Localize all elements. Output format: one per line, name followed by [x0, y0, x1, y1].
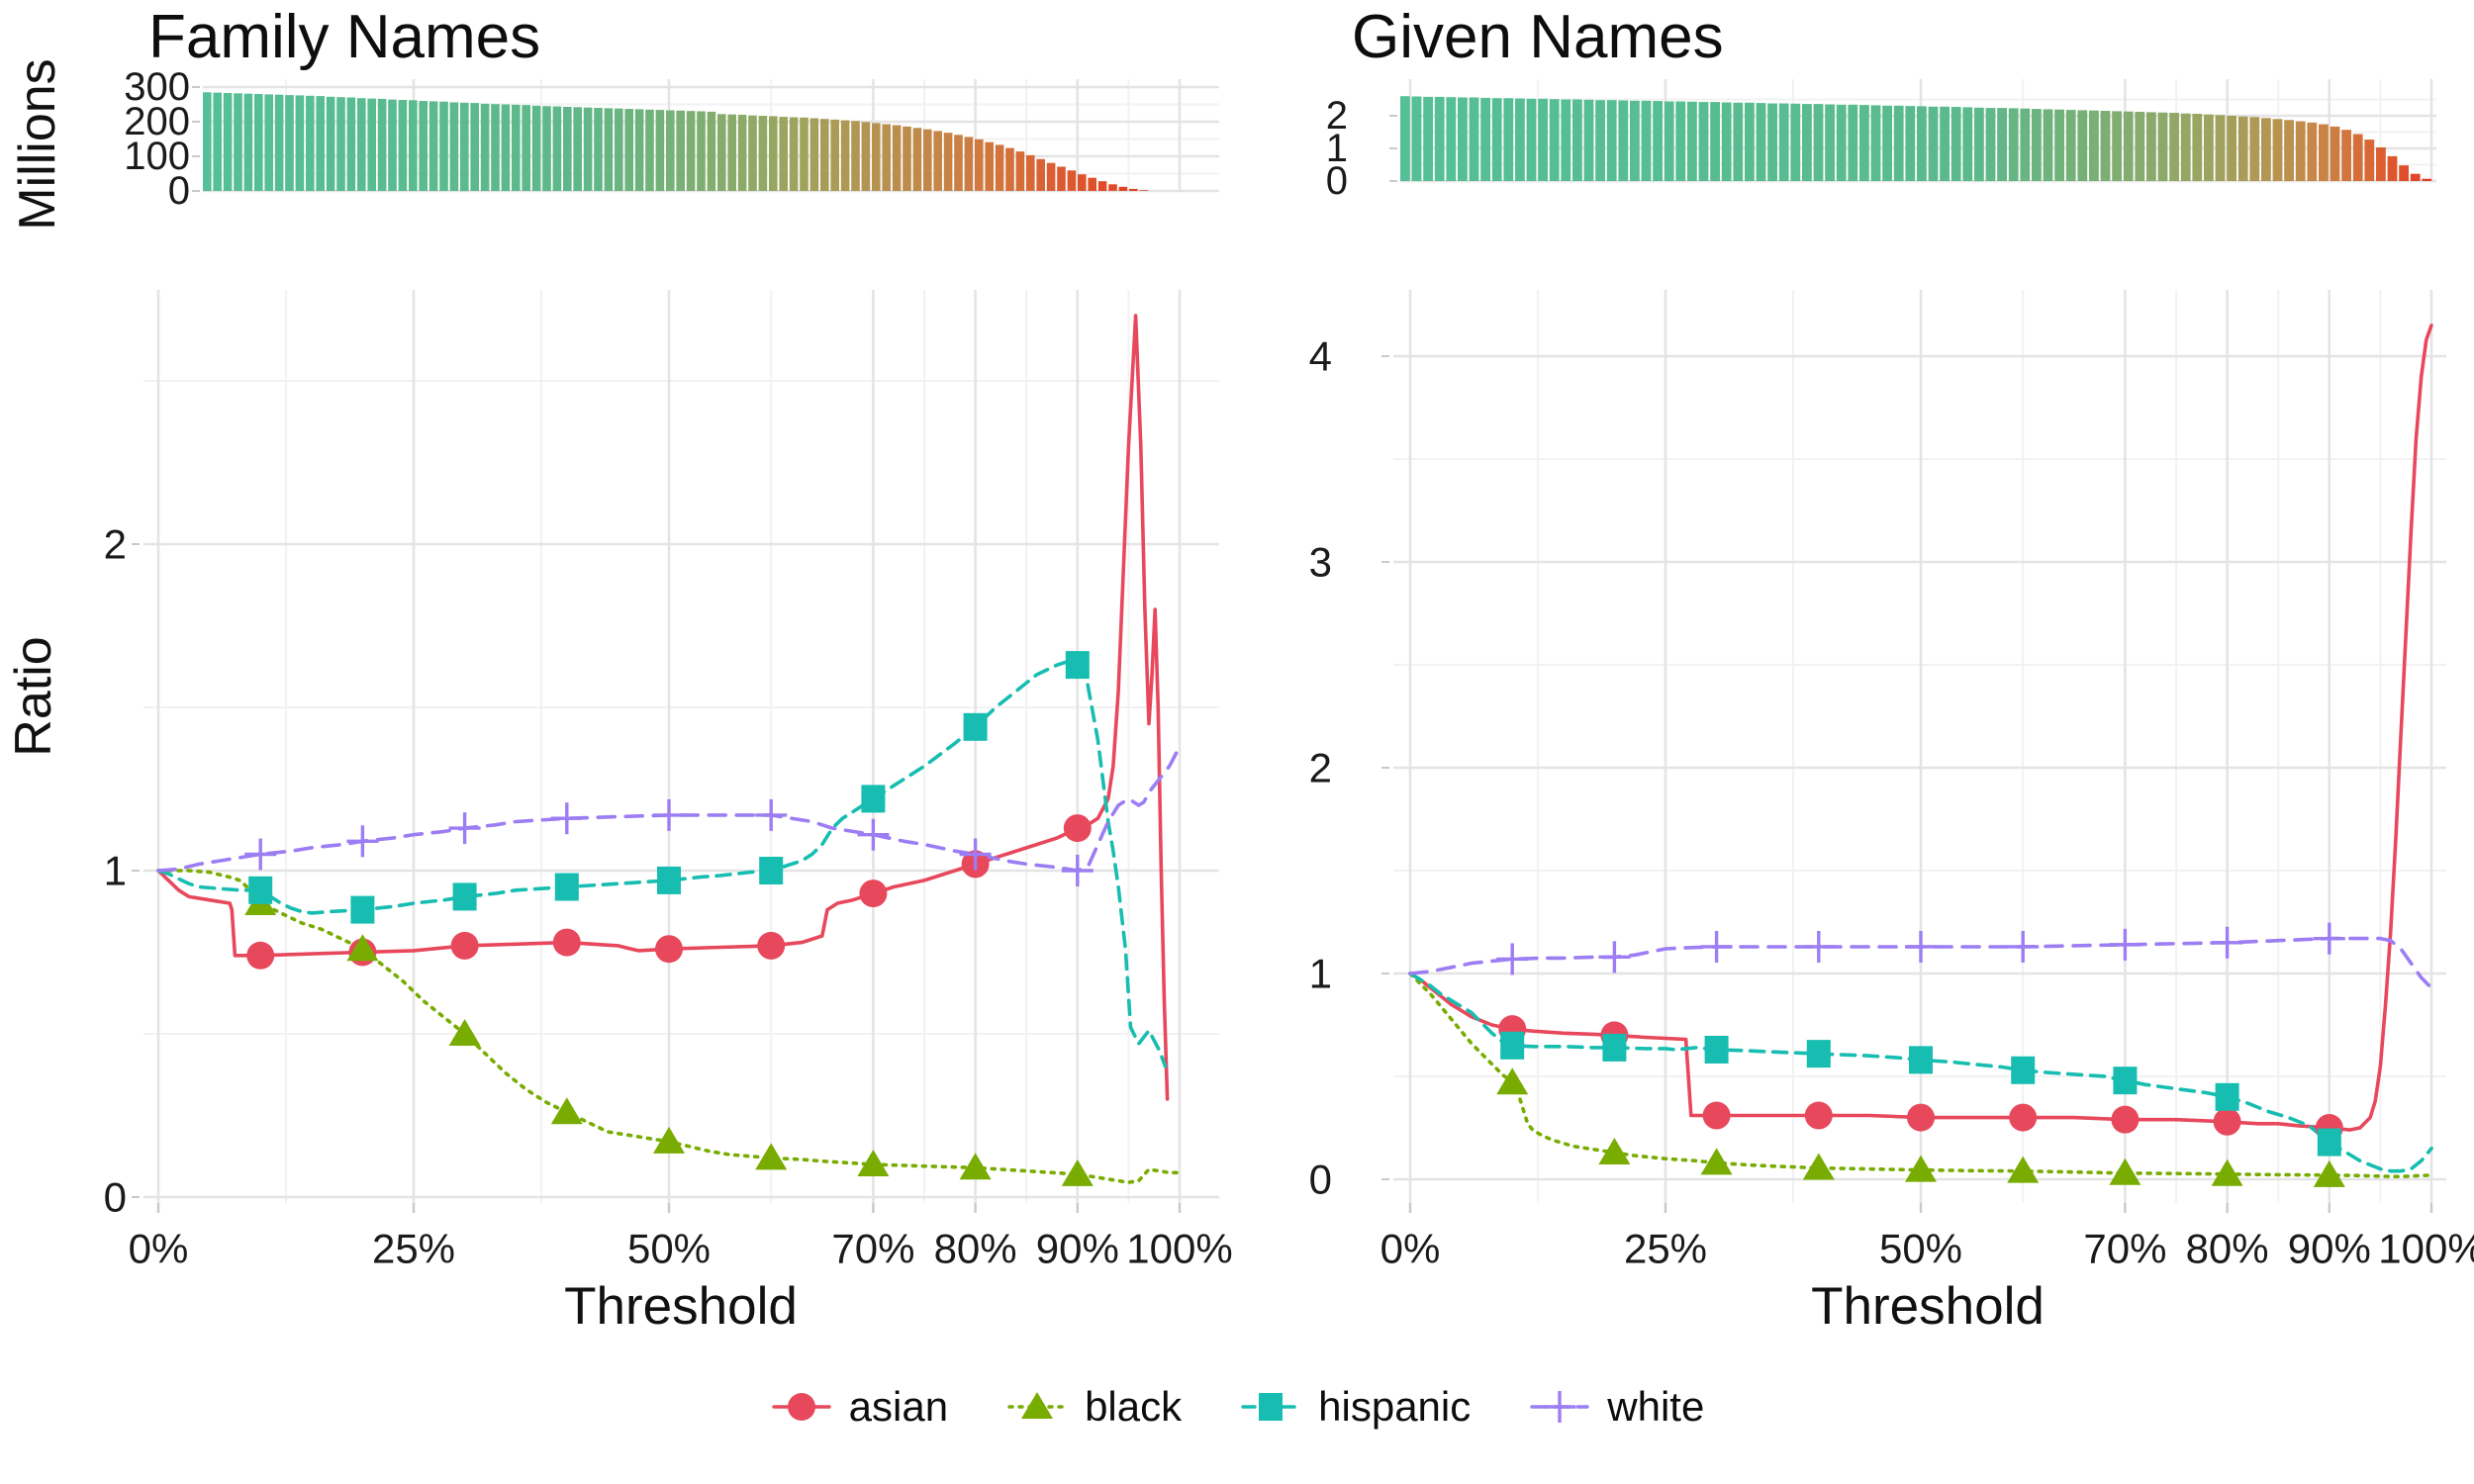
svg-text:2: 2 — [1309, 745, 1332, 791]
svg-text:1: 1 — [104, 848, 127, 894]
given-names-main-chart: 0% 25% 50% 70% 80% 90% 100% 0 1 2 3 4 — [1309, 290, 2474, 1272]
svg-text:25%: 25% — [372, 1226, 455, 1272]
svg-text:70%: 70% — [831, 1226, 914, 1272]
legend-item-hispanic: hispanic — [1239, 1383, 1471, 1431]
legend-item-black: black — [1005, 1383, 1182, 1431]
svg-text:0%: 0% — [1380, 1226, 1441, 1272]
svg-text:2: 2 — [1326, 94, 1348, 138]
svg-text:80%: 80% — [2186, 1226, 2269, 1272]
svg-text:2: 2 — [104, 521, 127, 568]
svg-text:100: 100 — [124, 135, 190, 178]
svg-text:25%: 25% — [1624, 1226, 1707, 1272]
family-names-main-chart: 0% 25% 50% 70% 80% 90% 100% 0 1 2 — [104, 290, 1233, 1272]
left-x-axis-title: Threshold — [564, 1277, 798, 1336]
svg-text:50%: 50% — [627, 1226, 711, 1272]
svg-text:80%: 80% — [934, 1226, 1017, 1272]
svg-text:4: 4 — [1309, 333, 1332, 380]
plus-marker-icon — [1530, 1391, 1589, 1423]
svg-text:0: 0 — [1326, 159, 1348, 203]
triangle-marker-icon — [1007, 1392, 1067, 1419]
square-marker-icon — [1241, 1393, 1300, 1421]
svg-text:100%: 100% — [1126, 1226, 1232, 1272]
right-x-axis-title: Threshold — [1811, 1277, 2045, 1336]
svg-text:0: 0 — [104, 1174, 127, 1221]
legend-label: black — [1085, 1383, 1183, 1430]
legend-label: hispanic — [1318, 1383, 1472, 1430]
svg-text:3: 3 — [1309, 539, 1332, 586]
svg-text:1: 1 — [1326, 127, 1348, 170]
svg-text:100%: 100% — [2378, 1226, 2474, 1272]
svg-text:90%: 90% — [2288, 1226, 2371, 1272]
circle-marker-icon — [771, 1393, 831, 1421]
svg-text:50%: 50% — [1879, 1226, 1962, 1272]
svg-text:0: 0 — [1309, 1157, 1332, 1203]
svg-text:70%: 70% — [2083, 1226, 2166, 1272]
legend: asian black hispanic white — [0, 1383, 2474, 1431]
given-names-mini-chart: 012 — [1326, 79, 2436, 203]
svg-text:200: 200 — [124, 100, 190, 143]
legend-label: white — [1607, 1383, 1705, 1430]
svg-text:90%: 90% — [1036, 1226, 1119, 1272]
svg-text:0: 0 — [168, 169, 190, 213]
left-panel-title: Family Names — [148, 3, 541, 71]
svg-text:300: 300 — [124, 65, 190, 109]
legend-item-asian: asian — [770, 1383, 948, 1431]
svg-text:1: 1 — [1309, 951, 1332, 997]
legend-item-white: white — [1528, 1383, 1704, 1431]
svg-text:0%: 0% — [129, 1226, 189, 1272]
legend-label: asian — [848, 1383, 949, 1430]
right-panel-title: Given Names — [1352, 3, 1724, 71]
